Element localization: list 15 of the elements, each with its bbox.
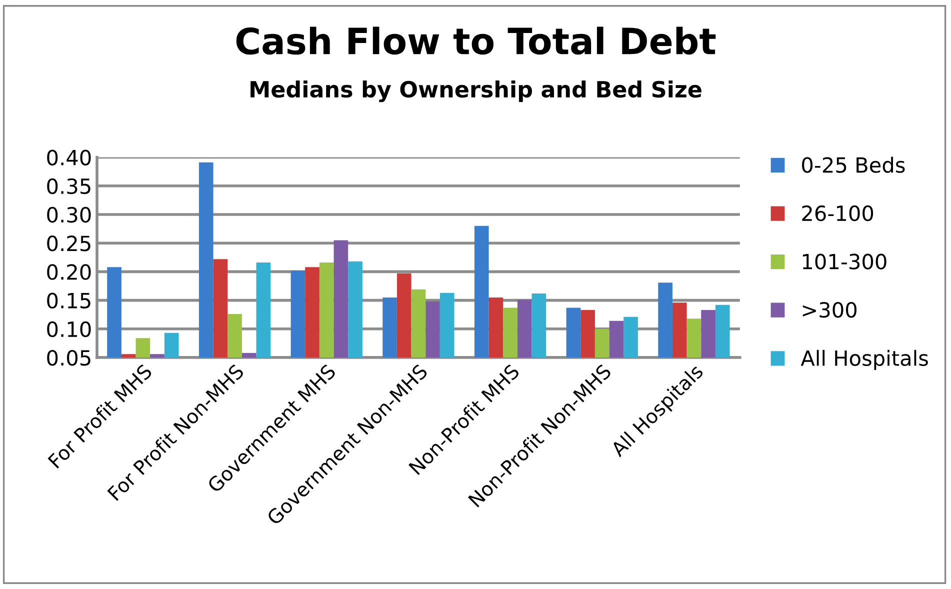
y-tick-label: 0.30 (47, 206, 91, 223)
y-tick-label: 0.10 (47, 321, 91, 338)
legend-label: >300 (802, 302, 856, 318)
legend-label: 0-25 Beds (802, 156, 905, 173)
y-tick-label: 0.15 (47, 292, 90, 309)
y-tick-label: 0.35 (47, 178, 90, 194)
y-tick-label: 0.20 (47, 264, 91, 280)
legend-label: All Hospitals (800, 350, 928, 370)
chart-subtitle: Medians by Ownership and Bed Size (250, 80, 702, 102)
y-tick-label: 0.25 (47, 236, 90, 252)
y-tick-label: 0.40 (47, 150, 91, 166)
y-tick-label: 0.05 (47, 350, 90, 366)
legend-label: 26-100 (802, 205, 874, 222)
legend-label: 101-300 (802, 254, 886, 270)
chart-title: Cash Flow to Total Debt (236, 26, 716, 55)
